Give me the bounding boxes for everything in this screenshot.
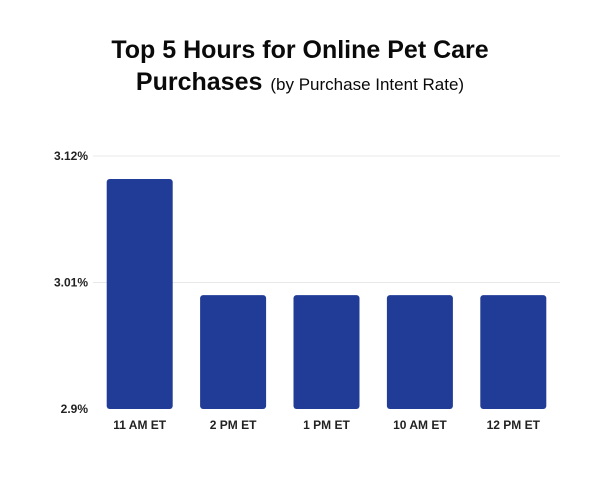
y-tick-label: 3.01% xyxy=(54,276,88,290)
y-axis-ticks: 3.12% 3.01% 2.9% xyxy=(54,149,88,416)
bars xyxy=(106,179,547,409)
x-category-label: 1 PM ET xyxy=(303,418,350,432)
chart-title-line2: Purchases (by Purchase Intent Rate) xyxy=(0,66,600,101)
x-category-label: 11 AM ET xyxy=(113,418,167,432)
bar xyxy=(200,295,267,409)
chart-title-line1: Top 5 Hours for Online Pet Care xyxy=(111,36,489,64)
bar xyxy=(293,295,360,409)
x-category-label: 12 PM ET xyxy=(487,418,541,432)
chart-title-line2-text: Purchases xyxy=(135,68,263,96)
chart-subtitle: (by Purchase Intent Rate) xyxy=(270,75,465,94)
chart-title: Top 5 Hours for Online Pet Care Purchase… xyxy=(0,34,600,101)
y-tick-label: 3.12% xyxy=(54,149,88,163)
bar xyxy=(106,179,173,409)
bar xyxy=(386,295,453,409)
bar xyxy=(480,295,547,409)
x-category-label: 10 AM ET xyxy=(393,418,447,432)
x-category-label: 2 PM ET xyxy=(210,418,257,432)
x-axis-labels: 11 AM ET 2 PM ET 1 PM ET 10 AM ET 12 PM ET xyxy=(113,418,540,432)
y-tick-label: 2.9% xyxy=(61,402,89,416)
